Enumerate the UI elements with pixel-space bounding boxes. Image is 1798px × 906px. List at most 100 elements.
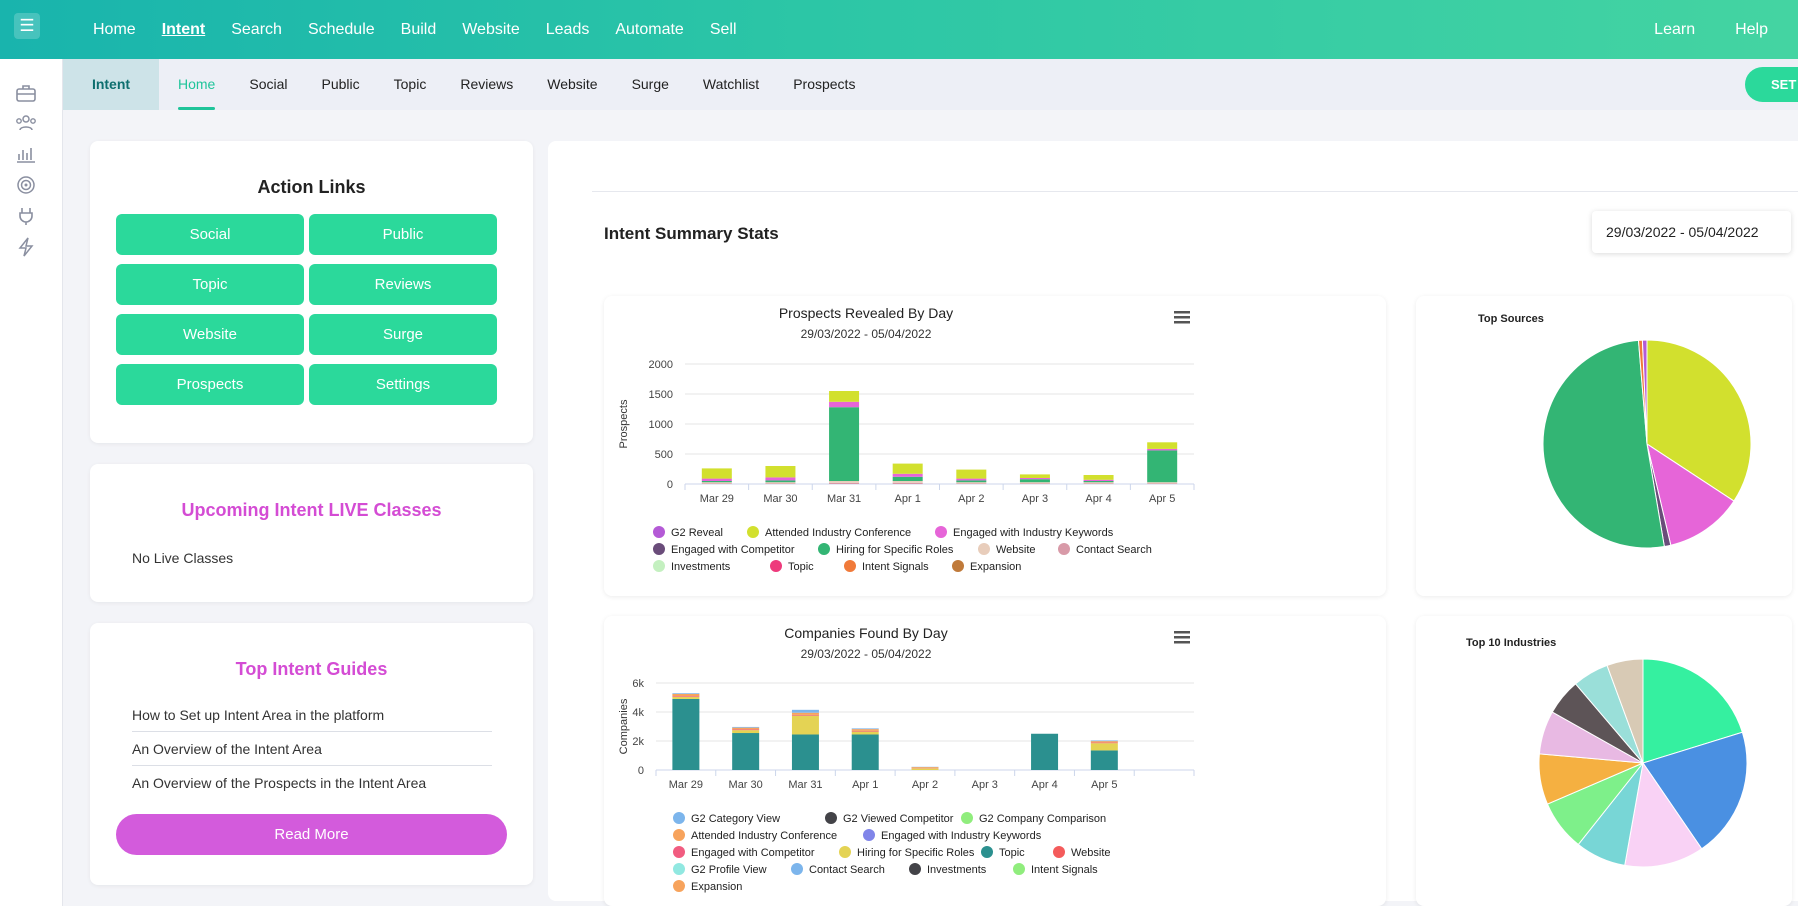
legend-item[interactable]: G2 Category View	[691, 813, 780, 825]
bar-segment[interactable]	[672, 696, 700, 699]
pie-slice[interactable]	[1642, 731, 1748, 850]
bar-segment[interactable]	[701, 481, 732, 483]
bar-segment[interactable]	[956, 478, 987, 481]
bar-segment[interactable]	[892, 463, 923, 474]
tab-watchlist[interactable]: Watchlist	[702, 76, 760, 92]
bar-segment[interactable]	[1019, 478, 1050, 480]
legend-item[interactable]: Intent Signals	[1031, 864, 1098, 876]
action-link-website-button[interactable]: Website	[116, 314, 304, 355]
bolt-icon[interactable]	[15, 237, 37, 257]
chart-menu-icon[interactable]	[1174, 631, 1190, 644]
bar-segment[interactable]	[1147, 448, 1178, 451]
action-link-surge-button[interactable]: Surge	[309, 314, 497, 355]
bar-segment[interactable]	[765, 477, 796, 481]
bar-segment[interactable]	[765, 482, 796, 484]
bar-segment[interactable]	[672, 693, 700, 694]
tab-reviews[interactable]: Reviews	[460, 76, 514, 92]
hamburger-menu-icon[interactable]: ☰	[14, 13, 40, 39]
action-link-topic-button[interactable]: Topic	[116, 264, 304, 305]
bar-segment[interactable]	[1019, 479, 1050, 483]
tab-topic[interactable]: Topic	[393, 76, 427, 92]
bar-segment[interactable]	[892, 473, 923, 477]
legend-item[interactable]: G2 Reveal	[671, 527, 723, 539]
bar-segment[interactable]	[1031, 733, 1059, 770]
nav-item-sell[interactable]: Sell	[709, 20, 737, 38]
action-link-reviews-button[interactable]: Reviews	[309, 264, 497, 305]
bar-segment[interactable]	[765, 466, 796, 478]
users-icon[interactable]	[15, 113, 37, 133]
bar-segment[interactable]	[829, 407, 860, 481]
target-icon[interactable]	[15, 175, 37, 195]
bar-segment[interactable]	[829, 481, 860, 483]
nav-item-help[interactable]: Help	[1735, 20, 1768, 38]
bar-segment[interactable]	[1083, 482, 1114, 484]
read-more-button[interactable]: Read More	[116, 814, 507, 855]
nav-item-home[interactable]: Home	[93, 20, 136, 38]
nav-item-leads[interactable]: Leads	[545, 20, 590, 38]
bar-segment[interactable]	[672, 696, 700, 697]
legend-item[interactable]: Expansion	[691, 881, 742, 893]
pie-slice[interactable]	[1606, 658, 1644, 764]
guide-link[interactable]: How to Set up Intent Area in the platfor…	[132, 707, 492, 732]
legend-item[interactable]: Website	[1071, 847, 1111, 859]
legend-item[interactable]: G2 Profile View	[691, 864, 767, 876]
tab-public[interactable]: Public	[321, 76, 360, 92]
pie-slice[interactable]	[1624, 761, 1703, 868]
bar-segment[interactable]	[1147, 450, 1178, 483]
nav-item-intent[interactable]: Intent	[161, 20, 206, 38]
tab-prospects[interactable]: Prospects	[793, 76, 856, 92]
legend-item[interactable]: Investments	[927, 864, 987, 876]
legend-item[interactable]: Intent Signals	[862, 561, 929, 573]
bar-segment[interactable]	[732, 733, 760, 770]
bar-segment[interactable]	[911, 768, 939, 770]
bar-segment[interactable]	[1090, 740, 1118, 742]
legend-item[interactable]: Hiring for Specific Roles	[836, 544, 954, 556]
bar-segment[interactable]	[765, 480, 796, 483]
briefcase-icon[interactable]	[15, 83, 37, 103]
bar-segment[interactable]	[1083, 483, 1114, 484]
settings-button[interactable]: SET	[1745, 67, 1798, 102]
bar-segment[interactable]	[829, 391, 860, 402]
bar-segment[interactable]	[701, 482, 732, 484]
bar-segment[interactable]	[791, 715, 819, 735]
tab-surge[interactable]: Surge	[631, 76, 669, 92]
legend-item[interactable]: Website	[996, 544, 1036, 556]
bar-segment[interactable]	[1019, 483, 1050, 484]
bar-segment[interactable]	[672, 698, 700, 770]
legend-item[interactable]: G2 Company Comparison	[979, 813, 1106, 825]
bar-segment[interactable]	[672, 693, 700, 697]
plug-icon[interactable]	[15, 206, 37, 226]
bar-segment[interactable]	[956, 482, 987, 484]
nav-item-automate[interactable]: Automate	[615, 20, 684, 38]
chart-icon[interactable]	[15, 144, 37, 164]
bar-segment[interactable]	[1147, 482, 1178, 484]
bar-segment[interactable]	[1090, 742, 1118, 744]
legend-item[interactable]: Engaged with Competitor	[671, 544, 795, 556]
legend-item[interactable]: Expansion	[970, 561, 1021, 573]
bar-segment[interactable]	[791, 714, 819, 716]
bar-segment[interactable]	[956, 480, 987, 483]
bar-segment[interactable]	[829, 401, 860, 408]
pie-slice[interactable]	[1641, 339, 1648, 445]
bar-segment[interactable]	[701, 478, 732, 481]
tab-social[interactable]: Social	[249, 76, 288, 92]
legend-item[interactable]: Contact Search	[1076, 544, 1152, 556]
legend-item[interactable]: Engaged with Competitor	[691, 847, 815, 859]
bar-segment[interactable]	[851, 728, 879, 730]
legend-item[interactable]: Contact Search	[809, 864, 885, 876]
bar-segment[interactable]	[911, 767, 939, 769]
bar-segment[interactable]	[791, 712, 819, 715]
bar-segment[interactable]	[892, 482, 923, 484]
legend-item[interactable]: Attended Industry Conference	[691, 830, 837, 842]
nav-item-schedule[interactable]: Schedule	[307, 20, 375, 38]
bar-segment[interactable]	[732, 727, 760, 730]
bar-segment[interactable]	[851, 734, 879, 770]
legend-item[interactable]: Investments	[671, 561, 731, 573]
legend-item[interactable]: Hiring for Specific Roles	[857, 847, 975, 859]
action-link-public-button[interactable]: Public	[309, 214, 497, 255]
bar-segment[interactable]	[1147, 442, 1178, 449]
bar-segment[interactable]	[851, 730, 879, 732]
bar-segment[interactable]	[732, 730, 760, 734]
pie-slice[interactable]	[1542, 339, 1665, 549]
pie-slice[interactable]	[1642, 658, 1743, 764]
